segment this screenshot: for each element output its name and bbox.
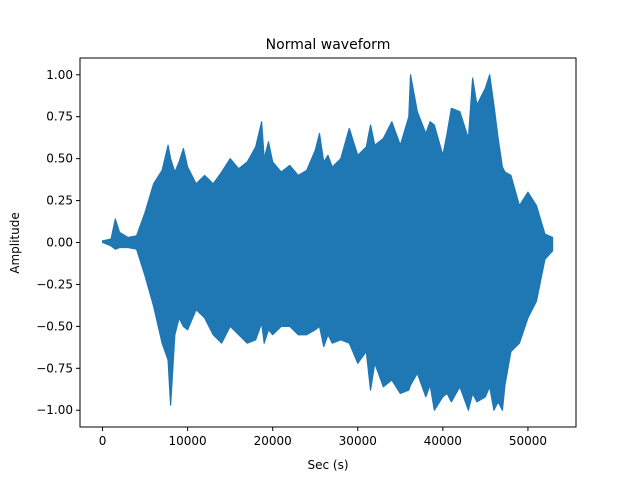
- y-tick-label: 1.00: [46, 68, 73, 82]
- x-tick-label: 40000: [424, 434, 462, 448]
- y-tick-label: 0.25: [46, 194, 73, 208]
- x-tick-label: 10000: [169, 434, 207, 448]
- y-tick-label: 0.75: [46, 110, 73, 124]
- y-tick-label: −1.00: [36, 403, 73, 417]
- plot-area: [101, 74, 554, 411]
- x-axis-ticks: 0 10000 20000 30000 40000 50000: [99, 427, 547, 448]
- x-tick-label: 0: [99, 434, 107, 448]
- x-tick-label: 50000: [509, 434, 547, 448]
- x-tick-label: 20000: [254, 434, 292, 448]
- y-tick-label: 0.00: [46, 236, 73, 250]
- y-axis-ticks: −1.00 −0.75 −0.50 −0.25 0.00 0.25 0.50 0.75 1.00: [36, 68, 80, 417]
- chart-title: Normal waveform: [266, 37, 391, 53]
- y-tick-label: −0.50: [36, 319, 73, 333]
- x-tick-label: 30000: [339, 434, 377, 448]
- x-axis-label: Sec (s): [307, 458, 348, 472]
- y-tick-label: −0.25: [36, 277, 73, 291]
- waveform-envelope: [101, 74, 554, 411]
- y-tick-label: 0.50: [46, 152, 73, 166]
- y-axis-label: Amplitude: [8, 212, 22, 274]
- y-tick-label: −0.75: [36, 361, 73, 375]
